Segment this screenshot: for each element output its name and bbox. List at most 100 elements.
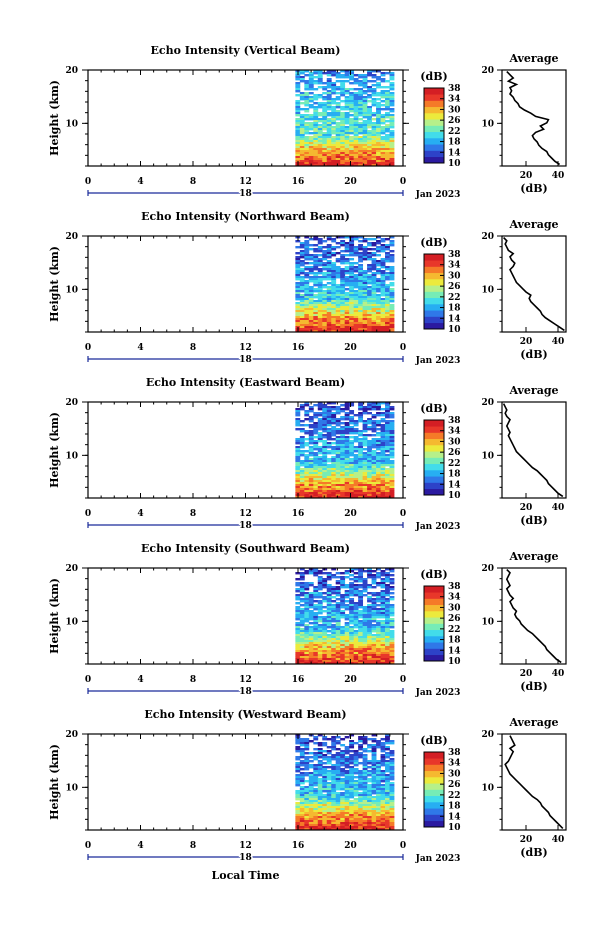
heatmap-cell [295,304,301,307]
heatmap-cell [304,256,310,259]
heatmap-cell [313,122,319,125]
heatmap-cell [344,278,350,281]
heatmap-cell [299,442,305,445]
heatmap-cell [313,458,319,461]
heatmap-cell [380,96,386,99]
heatmap-cell [376,614,381,617]
heatmap-cell [340,304,346,307]
heatmap-cell [385,476,390,479]
heatmap-cell [340,86,346,89]
heatmap-cell [367,402,372,405]
heatmap-cell [389,130,395,133]
heatmap-cell [317,812,323,815]
heatmap-cell [299,308,305,311]
heatmap-cell [362,478,368,481]
heatmap-cell [349,292,355,295]
heatmap-cell [304,752,310,755]
colorbar-tick-label: 22 [448,127,461,137]
heatmap-cell [340,582,346,585]
heatmap-cell [358,466,364,469]
heatmap-cell [317,104,323,107]
heatmap-cell [335,604,341,607]
x-tick-label: 0 [400,509,406,519]
heatmap-cell [353,422,359,425]
heatmap-cell [322,810,328,813]
heatmap-cell [304,492,310,495]
heatmap-cell [304,482,310,485]
heatmap-cell [344,820,350,823]
colorbar-swatch [424,592,444,599]
heatmap-cell [295,126,301,129]
heatmap-cell [353,454,359,457]
heatmap-cell [349,474,355,477]
heatmap-cell [385,742,390,745]
heatmap-cell [299,118,305,121]
heatmap-cell [326,784,332,787]
heatmap-cell [353,476,359,479]
heatmap-cell [344,314,350,317]
heatmap-cell [326,474,332,477]
heatmap-cell [353,660,359,663]
heatmap-cell [389,640,395,643]
heatmap-cell [326,750,332,753]
heatmap-cell [385,408,390,411]
profile-line [503,237,565,332]
heatmap-cell [371,476,377,479]
heatmap-cell [335,144,341,147]
heatmap-cell [371,638,377,641]
heatmap-cell [295,624,301,627]
heatmap-cell [389,116,395,119]
heatmap-cell [353,94,359,97]
heatmap-cell [371,148,377,151]
heatmap-cell [367,320,372,323]
heatmap-cell [380,324,386,327]
heatmap-cell [308,314,314,317]
heatmap-cell [349,594,355,597]
heatmap-cell [317,784,323,787]
heatmap-cell [385,644,390,647]
heatmap-cell [385,86,390,89]
heatmap-cell [376,452,381,455]
heatmap-cell [380,590,386,593]
heatmap-cell [335,656,341,659]
heatmap-cell [295,296,301,299]
heatmap-cell [358,106,364,109]
heatmap-cell [317,324,323,327]
heatmap-cell [317,570,323,573]
heatmap-cell [299,120,305,123]
heatmap-cell [358,574,364,577]
heatmap-cell [367,616,372,619]
heatmap-cell [299,428,305,431]
heatmap-cell [335,312,341,315]
heatmap-cell [331,108,337,111]
heatmap-cell [331,812,337,815]
heatmap-cell [353,92,359,95]
heatmap-cell [349,494,355,497]
heatmap-cell [389,802,395,805]
heatmap-cell [376,470,381,473]
heatmap-cell [389,272,395,275]
heatmap-cell [326,600,332,603]
heatmap-cell [380,472,386,475]
heatmap-cell [380,322,386,325]
heatmap-cell [313,466,319,469]
heatmap-cell [344,630,350,633]
heatmap-cell [326,604,332,607]
heatmap-cell [358,652,364,655]
colorbar-tick-label: 18 [448,636,461,646]
heatmap-cell [313,132,319,135]
heatmap-cell [322,96,328,99]
heatmap-cell [349,148,355,151]
heatmap-cell [335,472,341,475]
heatmap-cell [335,776,341,779]
heatmap-cell [340,786,346,789]
heatmap-cell [340,74,346,77]
heatmap-cell [358,820,364,823]
heatmap-cell [353,140,359,143]
heatmap-cell [385,658,390,661]
heatmap-cell [349,742,355,745]
heatmap-cell [326,620,332,623]
heatmap-cell [349,482,355,485]
